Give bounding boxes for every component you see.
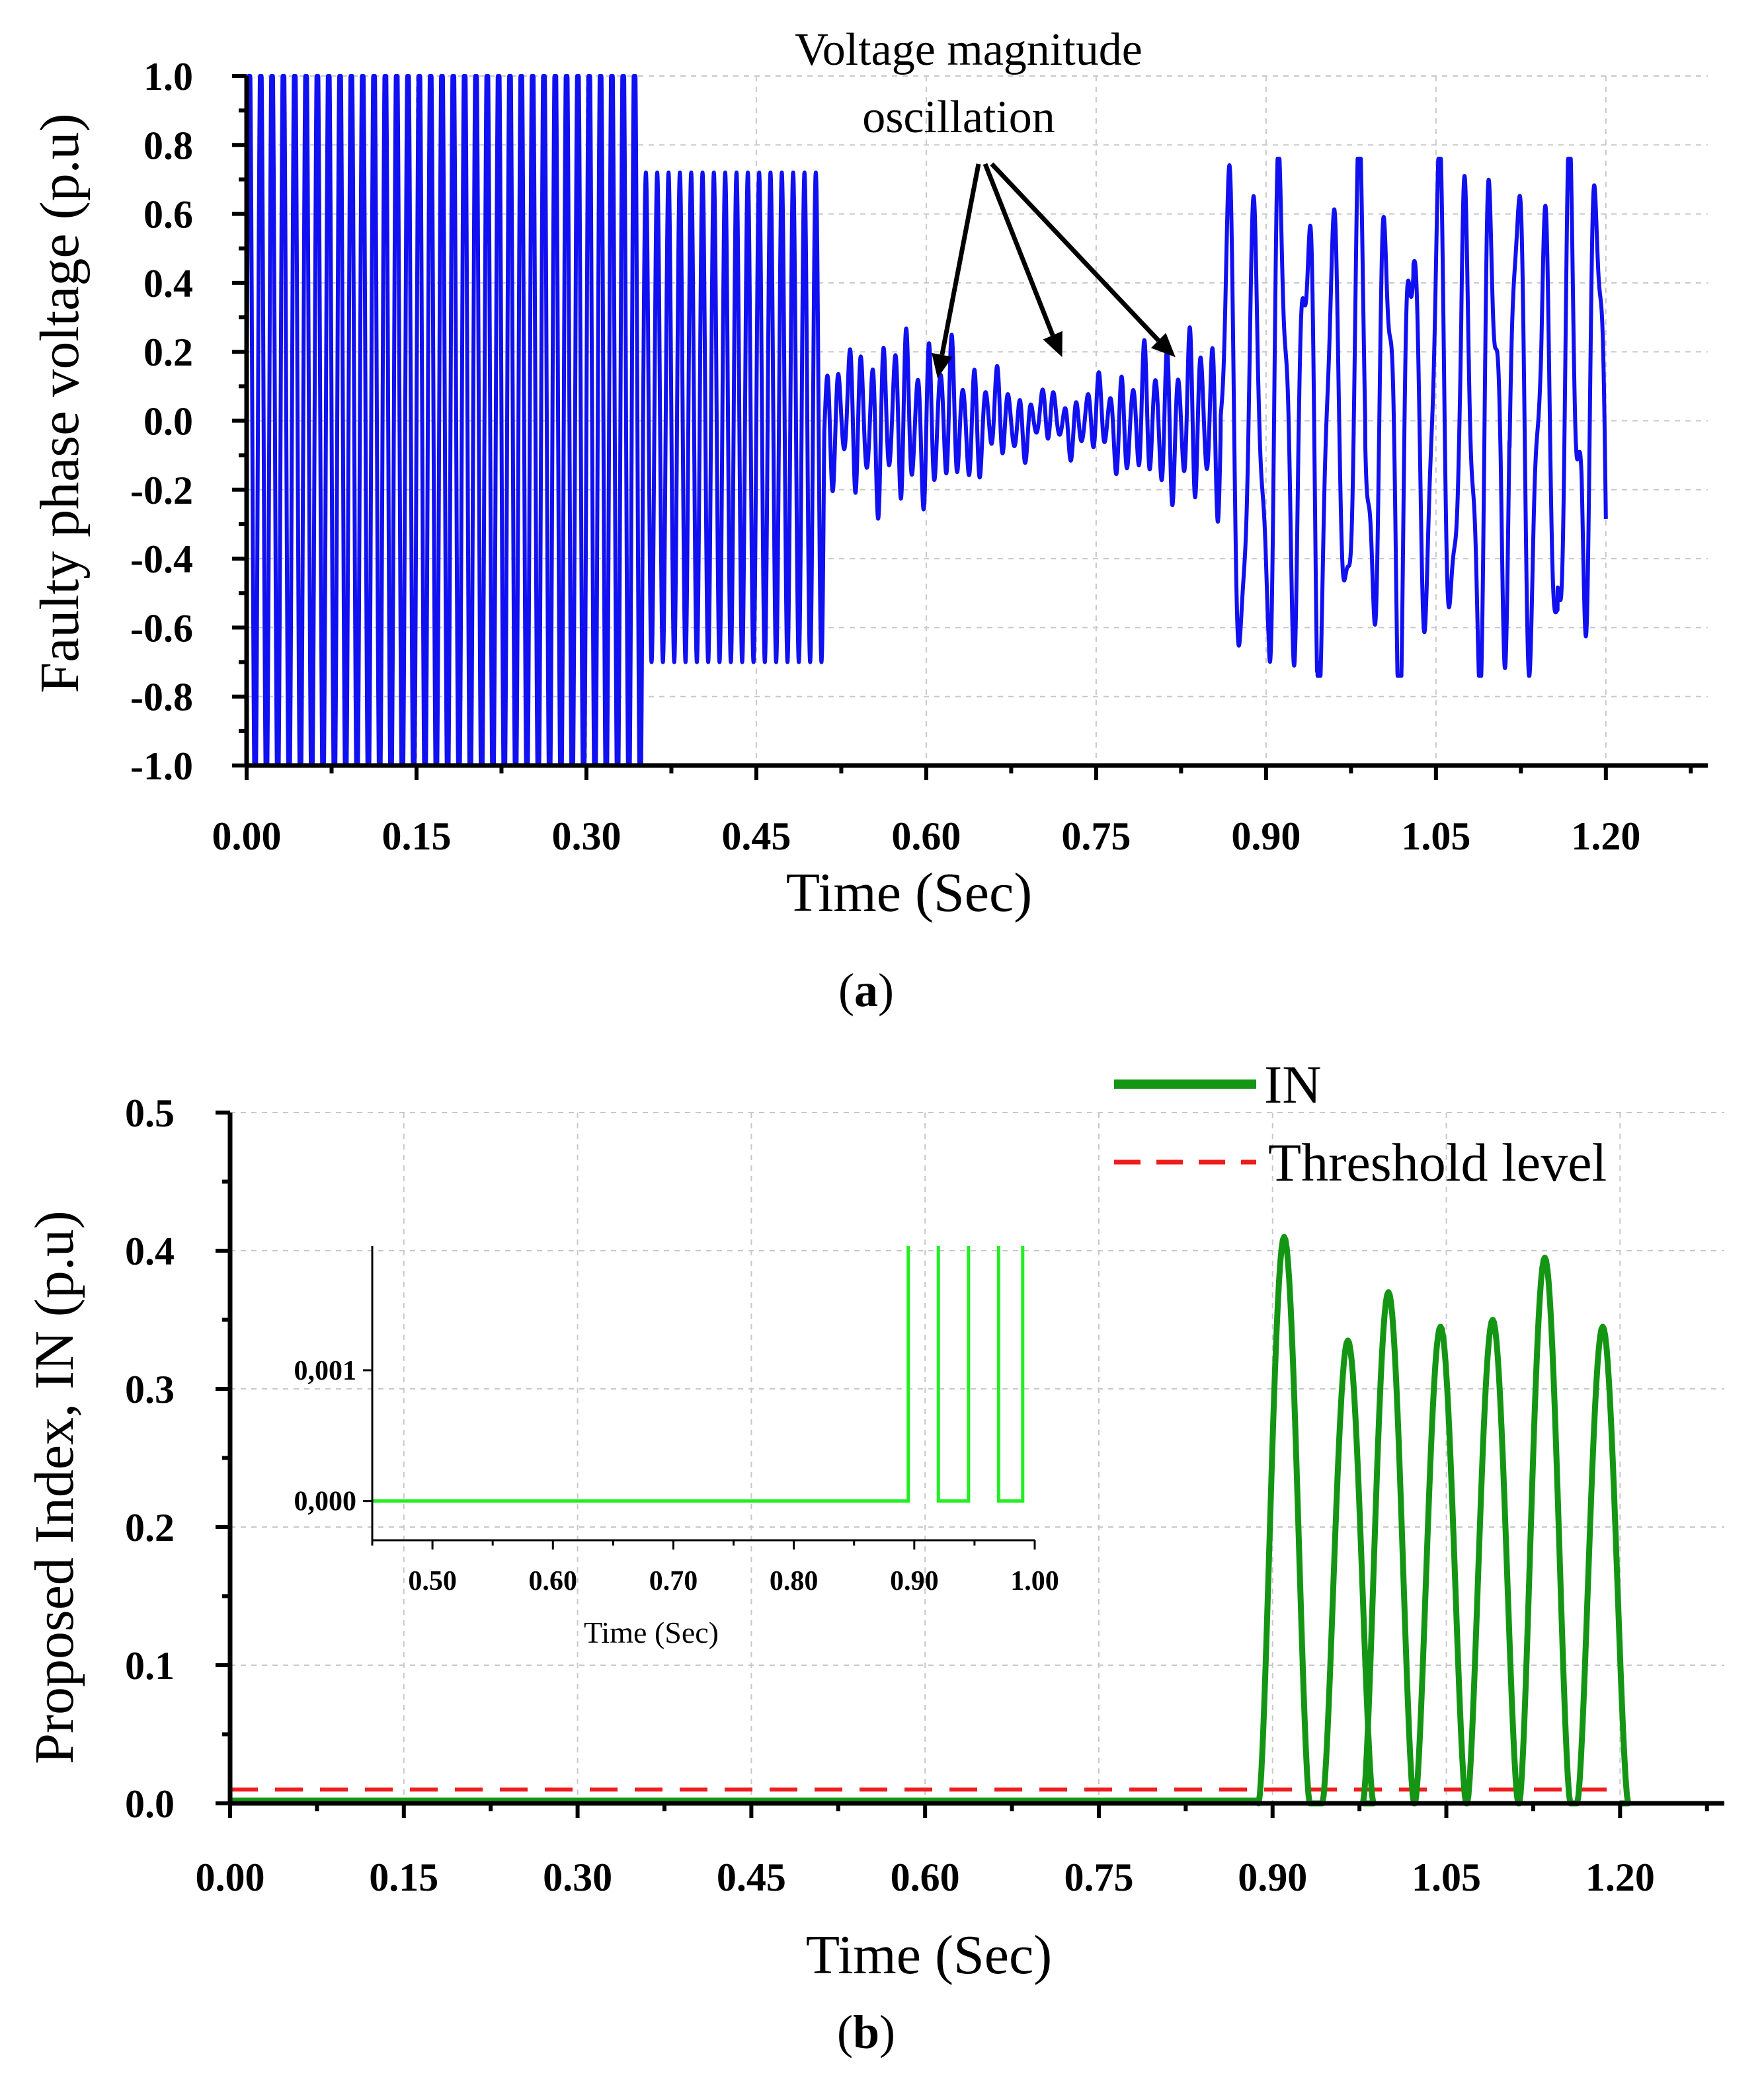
chart-b-in-line <box>1253 1234 1632 1807</box>
chart-a-annotation-arrows <box>932 162 1176 379</box>
chart-b-y-tick-label: 0.2 <box>125 1506 175 1550</box>
chart-b-x-tick-label: 0.90 <box>1238 1856 1307 1899</box>
chart-a-y-axis-title: Faulty phase voltage (p.u) <box>29 113 91 693</box>
chart-a-x-tick-label: 1.05 <box>1401 814 1470 858</box>
chart-a-annotation-line2: oscillation <box>862 92 1055 143</box>
legend-in-label: IN <box>1264 1054 1322 1115</box>
inset-x-axis-title: Time (Sec) <box>584 1616 719 1649</box>
chart-a-x-tick-label: 0.60 <box>891 814 961 858</box>
inset-x-tick-label: 0.80 <box>770 1566 819 1596</box>
inset-x-tick-label: 0.60 <box>529 1566 578 1596</box>
annotation-arrow <box>982 163 1055 336</box>
chart-a-caption: (a) <box>838 964 894 1017</box>
inset-y-tick-label: 0,000 <box>294 1487 357 1517</box>
chart-b-x-tick-label: 0.45 <box>717 1856 786 1899</box>
chart-a-annotation-line1: Voltage magnitude <box>795 24 1143 75</box>
chart-a-tick-labels: 0.00 0.15 0.30 0.45 0.60 0.75 0.90 1.05 1.20 1.0 0… <box>130 55 1640 858</box>
chart-b-tick-labels: 0.00 0.15 0.30 0.45 0.60 0.75 0.90 1.05 1.200.50… <box>125 1091 1655 1899</box>
annotation-arrowhead <box>932 352 953 379</box>
chart-b-x-tick-label: 0.75 <box>1064 1856 1133 1899</box>
chart-b-inset: 0.50 0.60 0.70 0.80 0.90 1.00 0,001 0,000 Time … <box>294 1246 1059 1649</box>
chart-a-x-tick-label: 0.00 <box>212 814 282 858</box>
chart-a-x-tick-label: 0.45 <box>721 814 791 858</box>
chart-a-y-tick-label: -0.4 <box>130 537 193 581</box>
chart-a-y-tick-label: -0.8 <box>130 676 193 719</box>
chart-a-y-tick-label: 0.0 <box>143 400 193 444</box>
chart-a-x-tick-label: 0.15 <box>381 814 451 858</box>
annotation-arrowhead <box>1150 333 1176 358</box>
legend-threshold-label: Threshold level <box>1268 1132 1607 1193</box>
chart-a-x-tick-label: 0.75 <box>1061 814 1131 858</box>
chart-b-x-tick-label: 1.20 <box>1585 1856 1655 1899</box>
chart-a-axes <box>232 74 1708 780</box>
inset-x-tick-label: 1.00 <box>1010 1566 1059 1596</box>
chart-b-x-tick-label: 1.05 <box>1412 1856 1481 1899</box>
annotation-arrow <box>990 162 1160 342</box>
chart-b-x-tick-label: 0.00 <box>196 1856 265 1899</box>
chart-a-y-tick-label: 0.4 <box>143 262 193 305</box>
chart-b-y-tick-label: 0.5 <box>125 1091 175 1135</box>
chart-b-legend: IN Threshold level <box>1114 1054 1607 1193</box>
inset-in-line <box>372 1246 1025 1503</box>
chart-b-x-tick-label: 0.60 <box>891 1856 960 1899</box>
chart-a-y-tick-label: -0.2 <box>130 469 193 512</box>
inset-tick-labels: 0.50 0.60 0.70 0.80 0.90 1.00 0,001 0,000 <box>294 1356 1059 1596</box>
chart-b-x-axis-title: Time (Sec) <box>806 1924 1053 1986</box>
chart-a-x-tick-label: 0.90 <box>1231 814 1301 858</box>
chart-a-y-tick-label: 0.6 <box>143 193 193 237</box>
chart-a-y-tick-label: 1.0 <box>143 55 193 98</box>
chart-b-caption: (b) <box>837 2006 895 2059</box>
chart-b-y-tick-label: 0.1 <box>125 1644 175 1688</box>
annotation-arrowhead <box>1043 331 1062 358</box>
chart-b-y-tick-label: 0.3 <box>125 1368 175 1411</box>
inset-x-tick-label: 0.50 <box>408 1566 457 1596</box>
chart-a-x-tick-label: 1.20 <box>1571 814 1640 858</box>
chart-b-y-tick-label: 0.0 <box>125 1782 175 1826</box>
inset-axes <box>363 1246 1036 1550</box>
chart-a-y-tick-label: 0.8 <box>143 124 193 167</box>
chart-a-x-tick-label: 0.30 <box>551 814 621 858</box>
chart-a: 0.00 0.15 0.30 0.45 0.60 0.75 0.90 1.05 1.20 1.0 0… <box>29 24 1708 1017</box>
chart-a-y-tick-label: -0.6 <box>130 606 193 650</box>
annotation-arrow <box>940 163 981 356</box>
chart-b-y-axis-title: Proposed Index, IN (p.u) <box>24 1210 85 1764</box>
chart-a-y-tick-label: 0.2 <box>143 331 193 374</box>
chart-a-x-axis-title: Time (Sec) <box>786 862 1033 923</box>
chart-a-voltage-line <box>245 74 1608 767</box>
inset-x-tick-label: 0.70 <box>649 1566 698 1596</box>
chart-b-y-tick-label: 0.4 <box>125 1230 175 1273</box>
inset-x-tick-label: 0.90 <box>890 1566 939 1596</box>
chart-b: 0.00 0.15 0.30 0.45 0.60 0.75 0.90 1.05 1.200.50… <box>24 1054 1724 2059</box>
chart-a-y-tick-label: -1.0 <box>130 744 193 788</box>
inset-y-tick-label: 0,001 <box>294 1356 357 1386</box>
chart-b-x-tick-label: 0.15 <box>369 1856 438 1899</box>
chart-b-axes <box>216 1111 1724 1818</box>
chart-b-x-tick-label: 0.30 <box>543 1856 612 1899</box>
